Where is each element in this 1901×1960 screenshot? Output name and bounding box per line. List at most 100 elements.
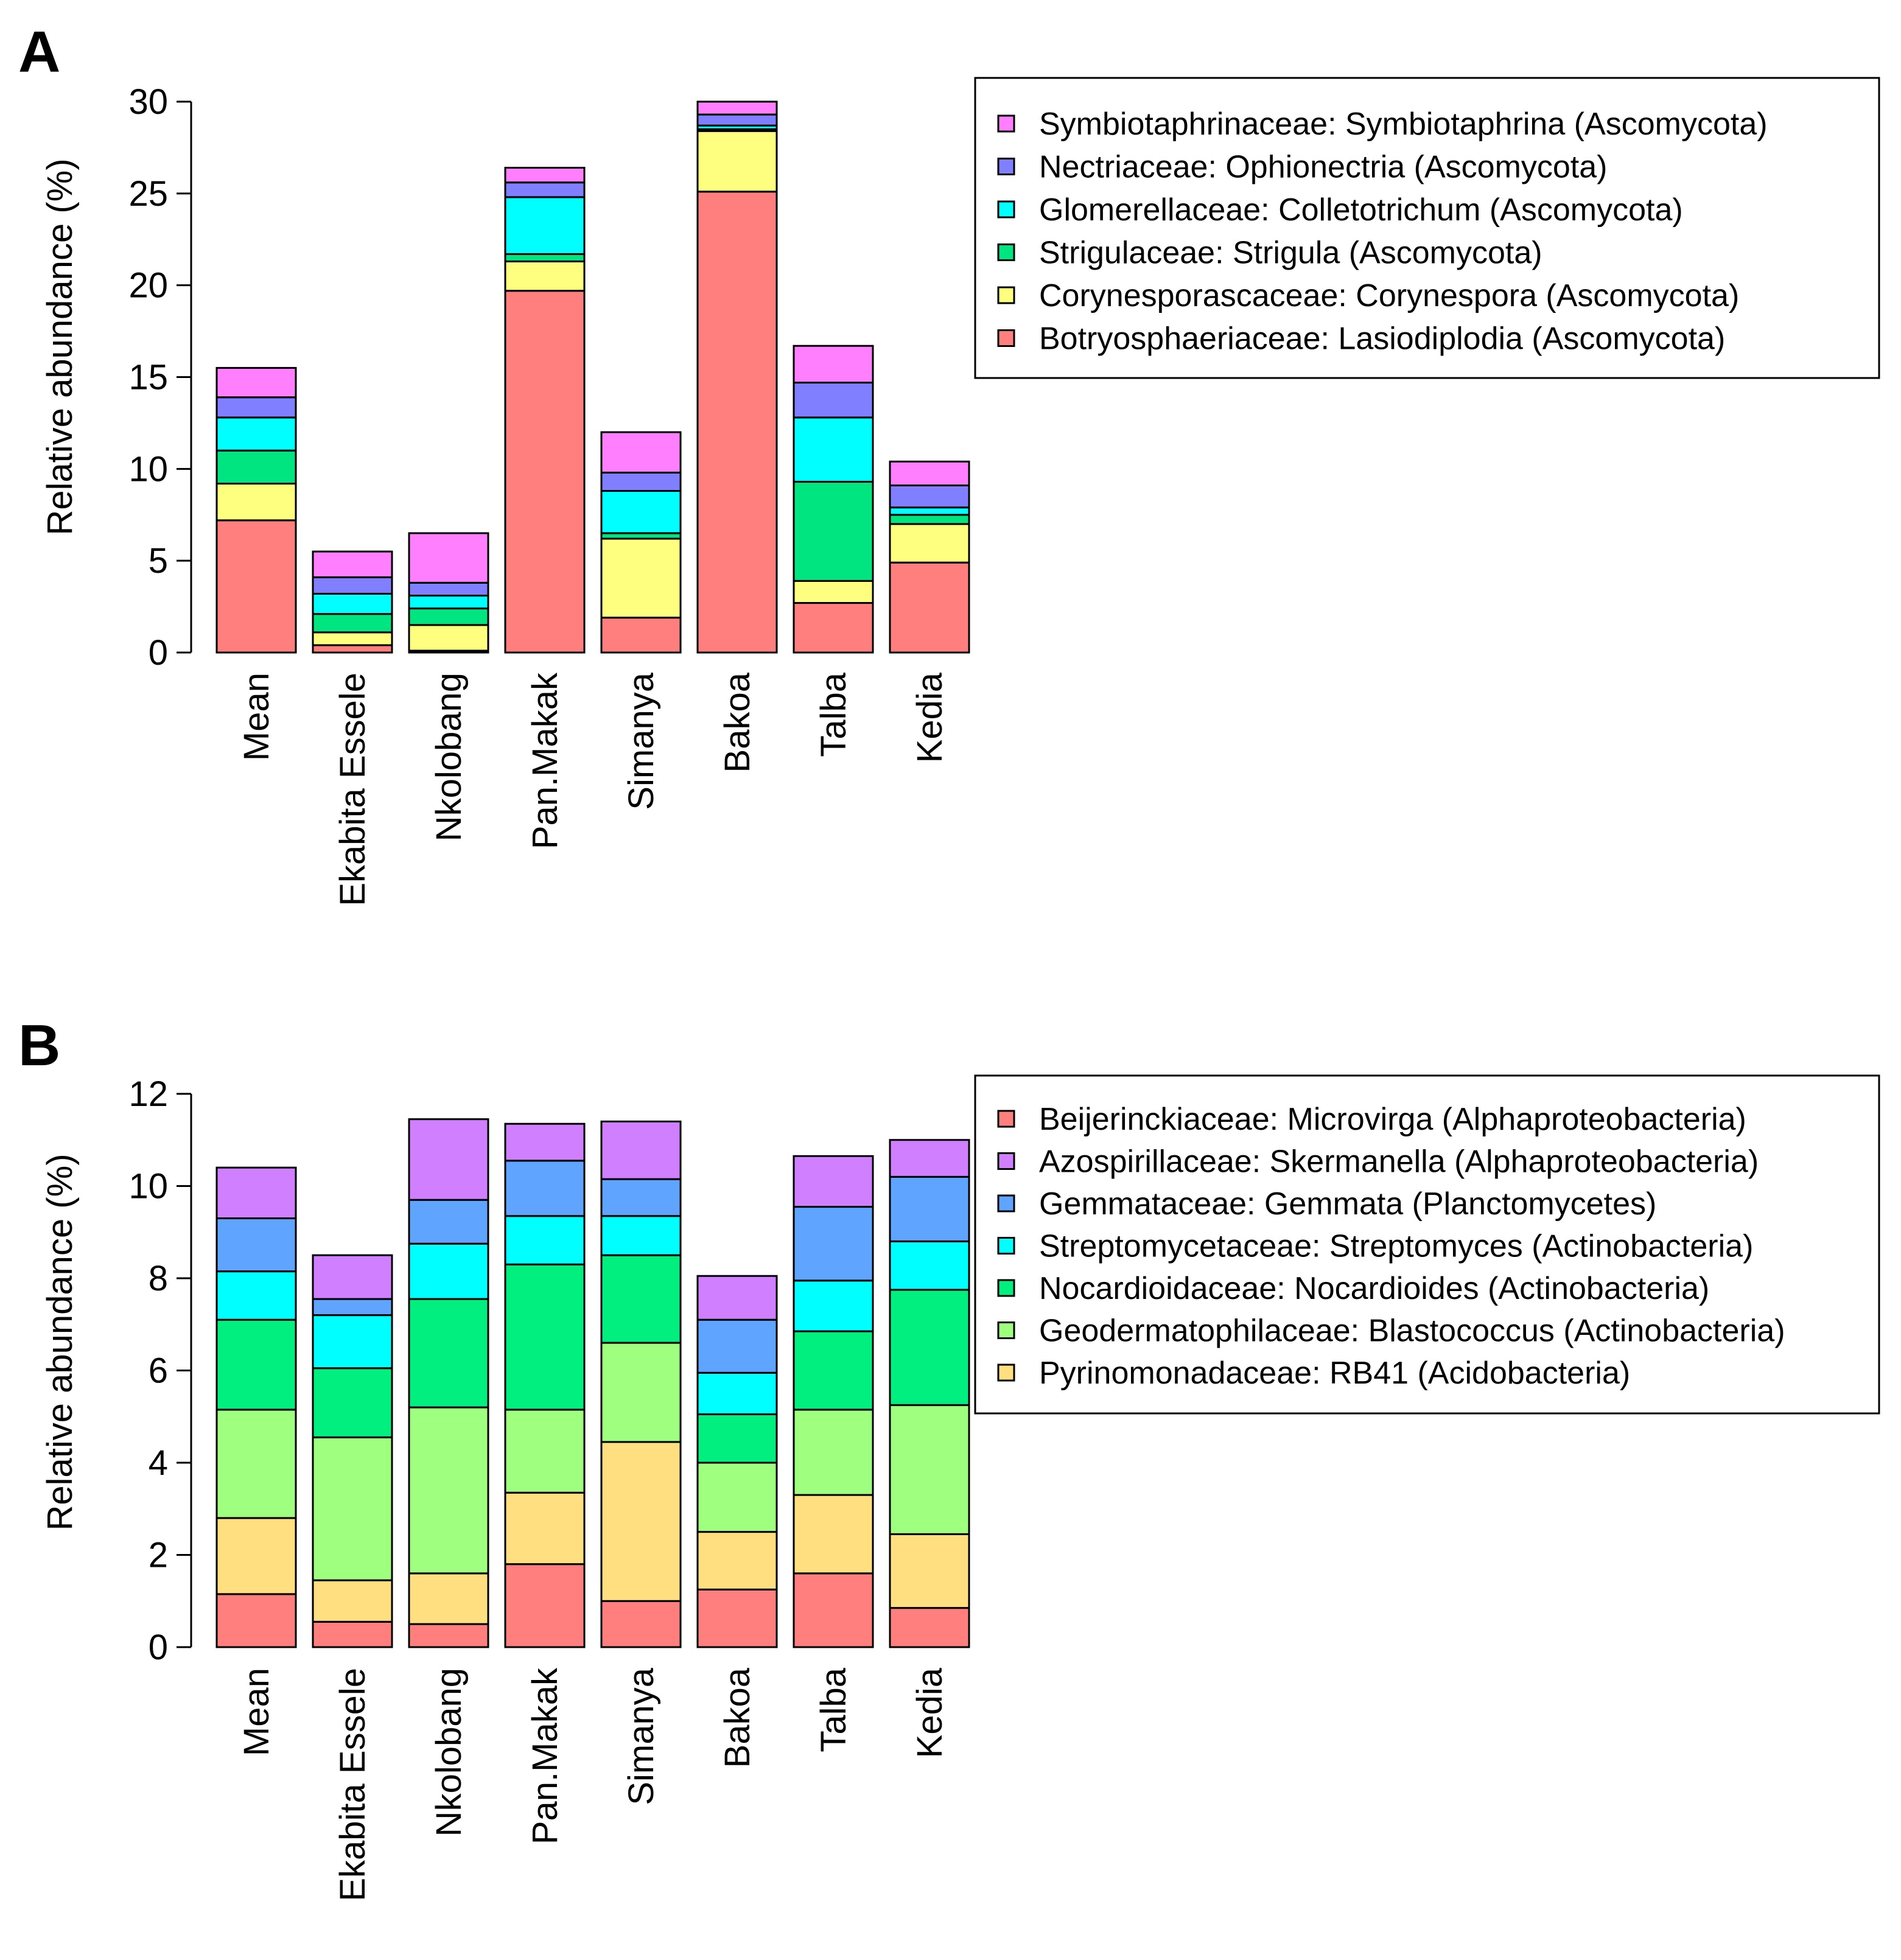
bar-segment [696,130,778,193]
bar-segment [889,506,970,516]
x-tick-label: Kedia [910,672,950,763]
bar-segment [600,1178,682,1217]
bar-segment [408,1623,489,1648]
bar-segment [793,602,874,654]
bar-segment [696,1318,778,1374]
bar-segment [312,550,393,578]
bar-segment [312,613,393,634]
panel-a-x-tick-labels: Mean Ekabita Essele Nkolobang Pan.Makak Sima… [237,672,950,906]
bar-segment [600,1600,682,1648]
bar-segment [215,519,297,654]
x-tick-label: Nkolobang [429,673,469,841]
bar-segment [793,1206,874,1282]
bar-segment [408,1406,489,1575]
bar-segment [889,1533,970,1609]
legend-label: Streptomycetaceae: Streptomyces (Actinob… [1039,1229,1753,1264]
y-tick-label: 25 [128,174,168,214]
bar-segment [889,561,970,654]
legend-label: Symbiotaphrinaceae: Symbiotaphrina (Asco… [1039,107,1768,142]
bar-segment [408,607,489,626]
bar-segment [312,631,393,646]
bar-segment [793,345,874,384]
legend-swatch [997,1363,1015,1382]
bar-segment [696,1588,778,1648]
x-tick-label: Mean [237,1668,276,1756]
bar-segment [889,1175,970,1242]
bar-segment [600,1441,682,1602]
bar-segment [889,1607,970,1648]
bar-segment [793,1572,874,1648]
bar-segment [504,1215,586,1265]
y-tick-label: 10 [128,1167,168,1206]
bar-segment [504,1160,586,1217]
panel-b-y-axis: 0 2 4 6 8 10 12 [128,1074,192,1667]
panel-a-y-axis-title: Relative abundance (%) [40,158,80,535]
bar-segment [793,1494,874,1575]
legend-label: Glomerellaceae: Colletotrichum (Ascomyco… [1039,192,1683,228]
legend-swatch [997,1194,1015,1213]
y-tick-label: 30 [128,82,168,122]
bar-segment [600,1215,682,1256]
bar-segment [504,290,586,654]
bar-segment [408,1199,489,1245]
bar-segment [215,1517,297,1595]
bar-segment [408,1298,489,1409]
x-tick-label: Talba [814,672,853,757]
bar-segment [793,1155,874,1208]
panel-a: A Relative abundance (%) 0 5 10 15 20 25 30 Me… [18,19,1880,906]
bar-segment [889,1289,970,1406]
bar-segment [600,471,682,492]
y-tick-label: 10 [128,449,168,489]
x-tick-label: Nkolobang [429,1668,469,1836]
legend-label: Beijerinckiaceae: Microvirga (Alphaprote… [1039,1102,1746,1137]
legend-swatch [997,286,1015,304]
legend-swatch [997,200,1015,219]
bar-segment [312,1620,393,1648]
bar-segment [696,1461,778,1533]
legend-label: Nocardioidaceae: Nocardioides (Actinobac… [1039,1271,1709,1306]
bar-segment [312,1254,393,1300]
bar-segment [793,1409,874,1496]
bar-segment [793,579,874,604]
bar-segment [696,1275,778,1321]
legend-swatch [997,1279,1015,1297]
legend-frame [974,1074,1880,1415]
bar-segment [312,1298,393,1317]
bar-segment [696,1531,778,1591]
legend-label: Azospirillaceae: Skermanella (Alphaprote… [1039,1144,1759,1180]
bar-segment [600,431,682,474]
bar-segment [696,113,778,127]
bar-segment [408,594,489,610]
bar-segment [215,366,297,399]
bar-segment [312,1436,393,1581]
y-tick-label: 0 [149,1628,168,1667]
bar-segment [215,1166,297,1220]
x-tick-label: Pan.Makak [525,672,565,849]
panel-b-x-tick-labels: Mean Ekabita Essele Nkolobang Pan.Makak Sima… [237,1667,950,1902]
bar-segment [504,181,586,198]
legend-label: Strigulaceae: Strigula (Ascomycota) [1039,236,1542,271]
bar-segment [408,624,489,652]
legend-label: Nectriaceae: Ophionectria (Ascomycota) [1039,150,1608,185]
legend-label: Botryosphaeriaceae: Lasiodiplodia (Ascom… [1039,321,1725,357]
y-tick-label: 8 [149,1259,168,1298]
bar-segment [312,644,393,654]
bar-segment [696,1371,778,1415]
y-tick-label: 4 [149,1443,168,1483]
bar-segment [215,449,297,485]
legend-swatch [997,158,1015,175]
bar-segment [889,514,970,525]
legend-frame [974,77,1880,379]
bar-segment [696,1413,778,1464]
panel-b-legend: Beijerinckiaceae: Microvirga (Alphaprote… [974,1074,1880,1415]
bar-segment [408,1118,489,1201]
panel-b: B Relative abundance (%) 0 2 4 6 8 10 12 Mean E… [18,1013,1880,1902]
legend-swatch [997,329,1015,347]
bar-segment [408,581,489,597]
bar-segment [793,382,874,419]
panel-a-legend: Symbiotaphrinaceae: Symbiotaphrina (Asco… [974,77,1880,379]
x-tick-label: Pan.Makak [525,1667,565,1844]
x-tick-label: Bakoa [718,1667,757,1768]
bar-segment [504,260,586,292]
bar-segment [215,482,297,522]
